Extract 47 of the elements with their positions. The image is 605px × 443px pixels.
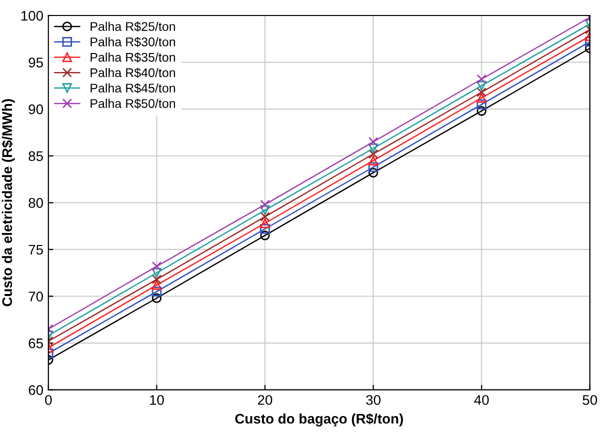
point [152,293,162,303]
point [476,87,486,98]
point [368,156,378,166]
x-tick-label: 30 [366,395,380,405]
point [260,224,270,234]
x-tick-label: 20 [258,395,272,405]
legend-label: Palha R$30/ton [90,36,176,48]
y-tick-label: 60 [28,385,43,396]
point [260,212,270,222]
y-tick-label: 95 [28,58,43,68]
y-axis-title: Custo da eletricidade (R$/MWh) [2,99,15,306]
point [476,80,486,91]
y-tick-label: 80 [28,198,43,208]
legend-label: Palha R$45/ton [90,83,176,94]
point [476,100,486,110]
point [368,149,378,159]
x-tick-label: 0 [45,395,52,405]
point [368,144,378,154]
point [152,286,162,296]
point [476,106,486,116]
point [260,200,270,210]
point [152,280,162,290]
point [152,274,162,284]
y-tick-label: 85 [28,151,43,162]
x-tick-label: 10 [150,395,164,405]
x-tick-label: 50 [582,395,598,405]
y-tick-label: 75 [28,244,43,255]
point [260,218,270,228]
point [368,162,378,172]
y-tick-label: 90 [28,104,43,114]
y-tick-label: 70 [28,292,43,302]
point [476,74,486,84]
point [152,261,162,272]
legend-label: Palha R$50/ton [90,98,176,109]
point [368,168,378,178]
point [260,230,270,240]
y-tick-label: 100 [21,10,43,21]
legend-label: Palha R$35/ton [90,52,176,62]
point [260,205,270,216]
point [152,268,162,278]
point [476,92,486,103]
x-axis-title: Custo do bagaço (R$/ton) [235,413,403,426]
point [368,136,378,147]
y-tick-label: 65 [28,338,43,348]
legend-label: Palha R$25/ton [90,22,176,32]
legend-label: Palha R$40/ton [90,68,176,78]
x-tick-label: 40 [474,395,489,405]
